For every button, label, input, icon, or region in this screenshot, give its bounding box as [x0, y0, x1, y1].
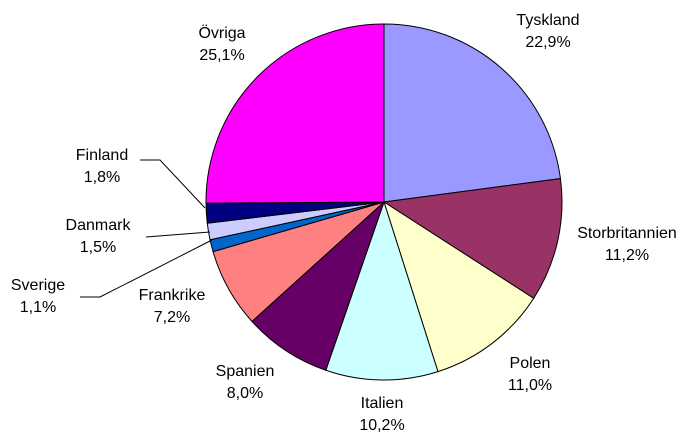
pie-slice	[382, 178, 563, 300]
slice-label: Storbritannien	[577, 225, 677, 242]
slice-value-label: 11,0%	[508, 377, 552, 394]
pie-slice	[325, 200, 439, 381]
slice-value-label: 8,0%	[227, 385, 263, 402]
slice-label: Tyskland	[516, 12, 579, 29]
slice-value-label: 1,5%	[80, 239, 116, 256]
slice-value-label: 25,1%	[199, 47, 244, 64]
leader-line	[80, 239, 213, 298]
slice-label: Övriga	[198, 24, 245, 42]
pie-slice	[383, 23, 562, 203]
slice-value-label: 1,8%	[84, 169, 120, 186]
slice-value-label: 11,2%	[605, 247, 649, 264]
slice-label: Polen	[510, 355, 551, 372]
pie-slice	[251, 201, 385, 371]
slice-label: Spanien	[216, 363, 275, 380]
slice-value-label: 7,2%	[154, 309, 190, 326]
slice-value-label: 22,9%	[525, 34, 570, 51]
slice-value-label: 10,2%	[359, 417, 404, 434]
slice-label: Sverige	[11, 277, 65, 294]
leader-line	[140, 159, 206, 209]
slice-label: Italien	[361, 395, 404, 412]
slice-value-label: 1,1%	[20, 299, 56, 316]
pie-slice	[205, 23, 385, 204]
slice-label: Frankrike	[139, 287, 206, 304]
slice-label: Finland	[76, 147, 128, 164]
slice-label: Danmark	[66, 217, 132, 234]
leader-line	[145, 231, 211, 238]
pie-slice	[383, 200, 535, 373]
